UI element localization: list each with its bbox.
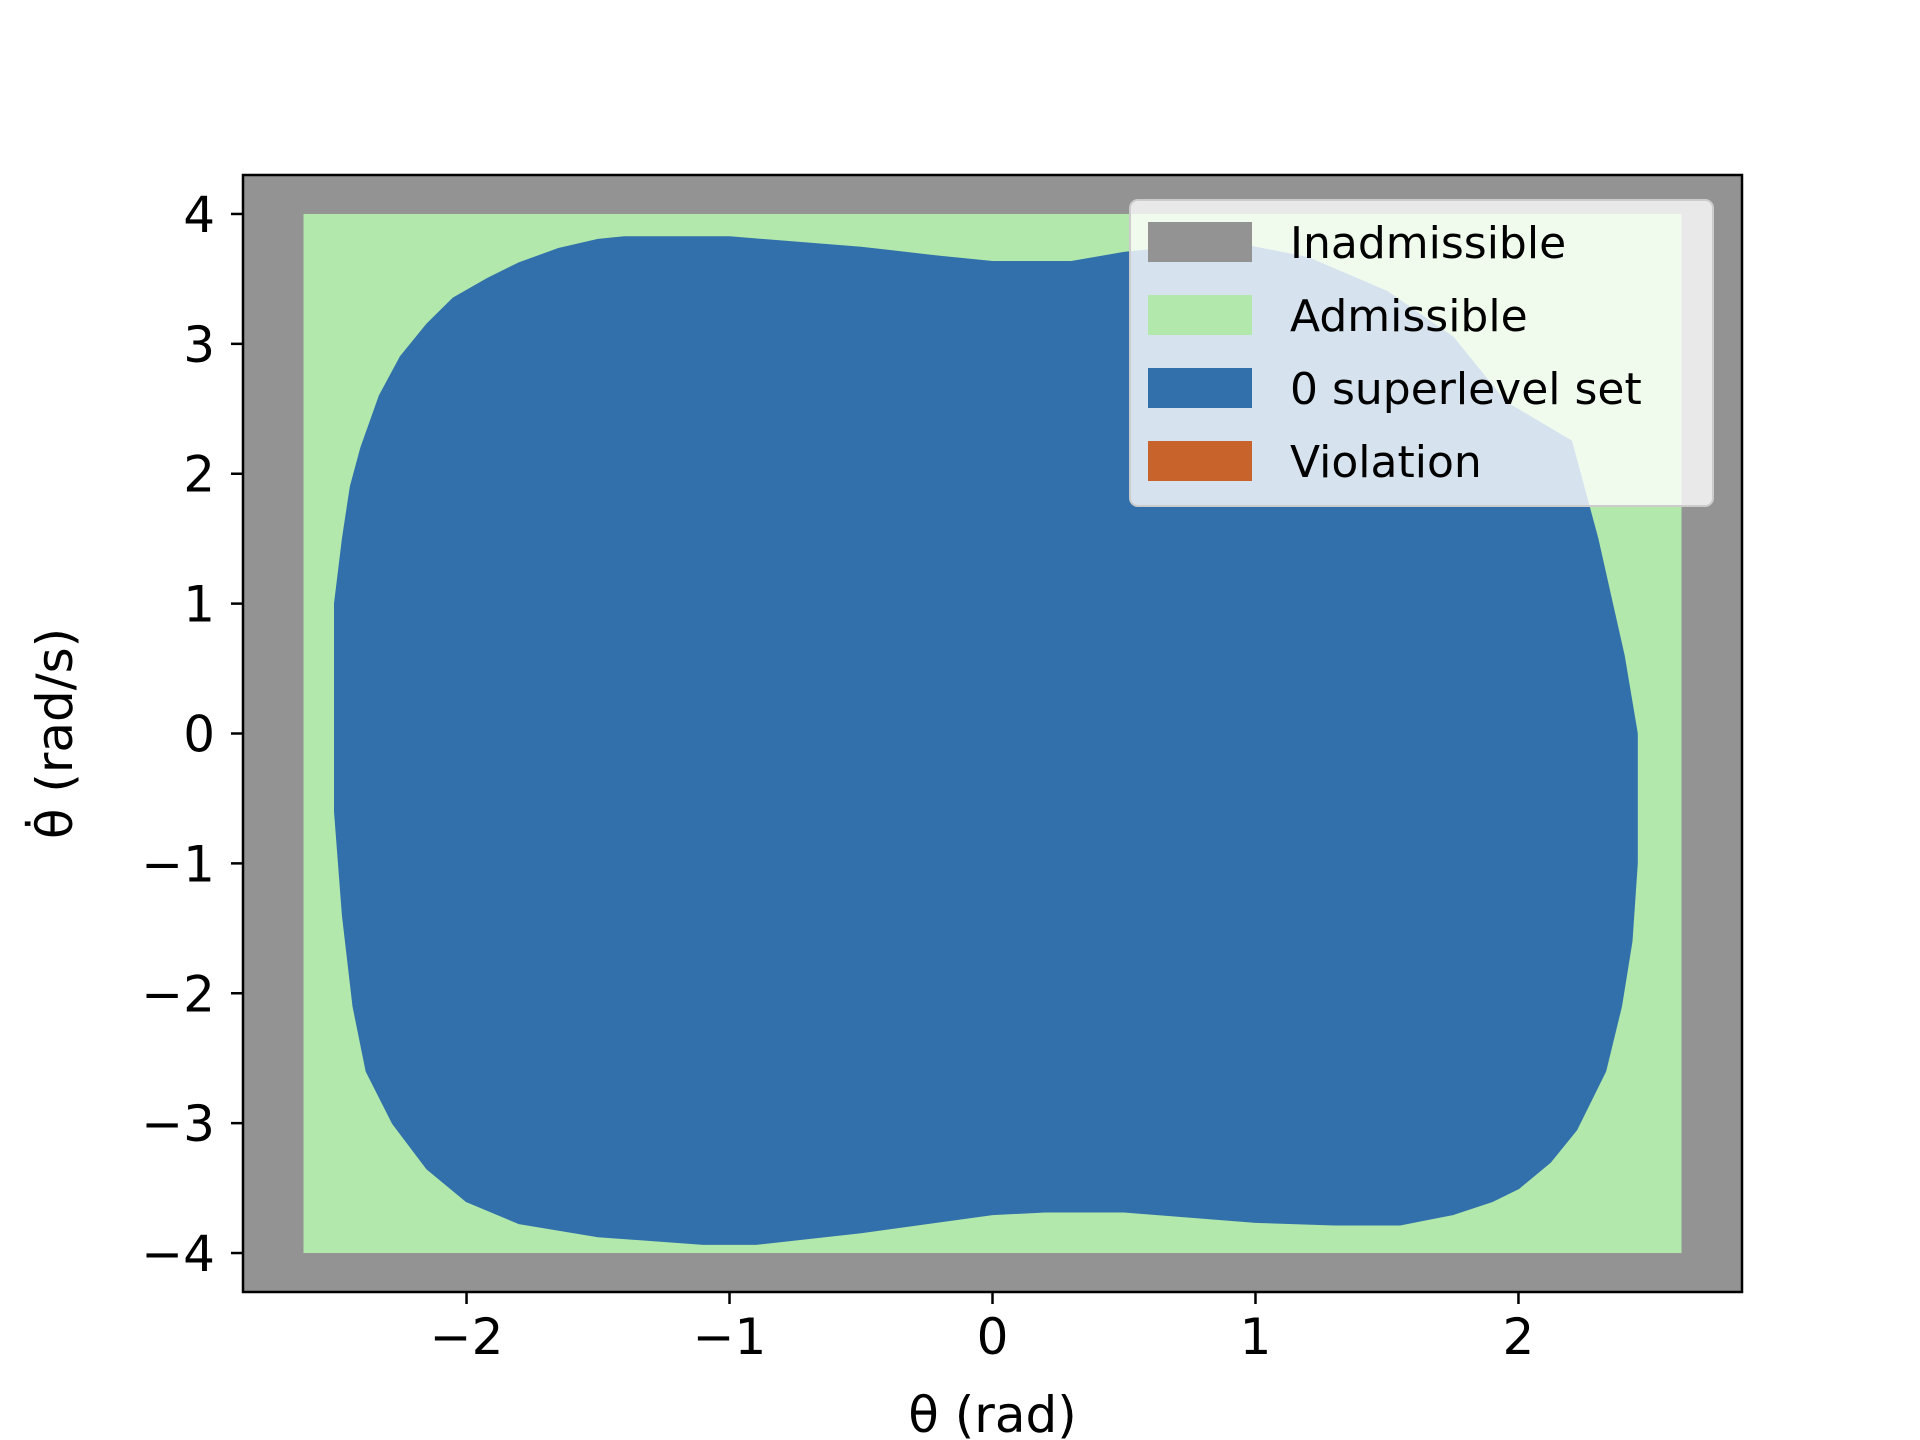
y-tick-label: 4	[183, 186, 215, 244]
x-tick-label: 2	[1503, 1308, 1535, 1366]
legend-label: Violation	[1290, 437, 1482, 488]
y-tick-label: 3	[183, 316, 215, 374]
legend-label: Admissible	[1290, 291, 1528, 342]
y-tick-label: 2	[183, 446, 215, 504]
x-axis-ticks: −2 −1 0 1 2	[430, 1292, 1535, 1366]
y-tick-label: −2	[141, 965, 215, 1023]
legend-swatch	[1148, 295, 1252, 335]
x-tick-label: −2	[430, 1308, 504, 1366]
y-tick-label: −1	[141, 835, 215, 893]
y-tick-label: 1	[183, 576, 215, 634]
y-axis-label: θ̇ (rad/s)	[25, 628, 84, 839]
y-tick-label: −4	[141, 1225, 215, 1283]
legend-swatch	[1148, 222, 1252, 262]
y-tick-label: −3	[141, 1095, 215, 1153]
legend-swatch	[1148, 441, 1252, 481]
legend-box	[1129, 199, 1714, 507]
legend-label: 0 superlevel set	[1290, 364, 1642, 415]
x-axis-label: θ (rad)	[908, 1386, 1076, 1440]
x-tick-label: 0	[977, 1308, 1009, 1366]
y-axis-ticks: −4 −3 −2 −1 0 1 2 3 4	[141, 186, 243, 1283]
legend: Inadmissible Admissible 0 superlevel set Vi…	[1129, 199, 1714, 507]
y-tick-label: 0	[183, 706, 215, 764]
legend-swatch	[1148, 368, 1252, 408]
x-tick-label: −1	[693, 1308, 767, 1366]
legend-label: Inadmissible	[1290, 218, 1566, 269]
x-tick-label: 1	[1240, 1308, 1272, 1366]
